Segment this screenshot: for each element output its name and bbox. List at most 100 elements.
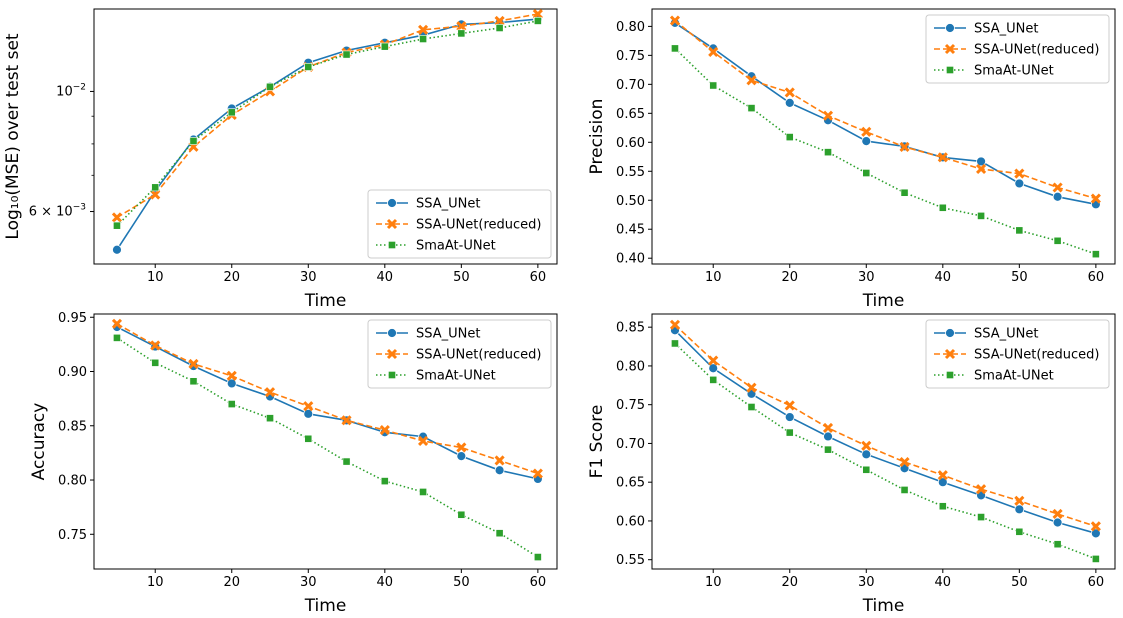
x-axis-label: Time <box>862 596 905 616</box>
y-axis-label: Accuracy <box>29 403 49 481</box>
data-point <box>822 422 834 433</box>
data-point <box>1014 168 1025 179</box>
x-tick-label: 10 <box>705 575 722 590</box>
y-tick-label: 0.80 <box>58 474 87 489</box>
y-tick-label: 0.55 <box>616 553 645 568</box>
data-point <box>1053 236 1062 245</box>
x-tick-label: 20 <box>781 575 798 590</box>
y-tick-label: 0.80 <box>616 20 645 35</box>
data-point <box>151 183 160 192</box>
legend-label: SSA-UNet(reduced) <box>974 348 1099 363</box>
axes-frame <box>93 313 558 570</box>
data-point <box>112 244 122 255</box>
data-point <box>862 169 871 177</box>
data-point <box>708 355 719 366</box>
y-tick-label: 0.45 <box>616 223 645 238</box>
data-point <box>900 188 909 197</box>
series-SSA-UNet(reduced) <box>669 15 1101 204</box>
x-tick-label: 10 <box>147 270 164 285</box>
legend-label: SmaAt-UNet <box>974 369 1054 384</box>
legend-label: SSA_UNet <box>974 22 1038 37</box>
series-line <box>116 323 539 475</box>
data-point <box>151 358 160 367</box>
data-point <box>784 412 795 422</box>
legend-marker <box>946 371 954 379</box>
data-point <box>670 18 680 28</box>
data-point <box>708 363 719 374</box>
x-tick-label: 40 <box>377 270 394 285</box>
axes-frame <box>651 313 1116 570</box>
y-tick-label: 0.40 <box>616 252 645 267</box>
y-tick-label: 6 × 10−3 <box>29 203 86 220</box>
x-tick-label: 50 <box>453 575 470 590</box>
data-point <box>1015 527 1024 536</box>
data-point <box>495 24 504 32</box>
series-line <box>674 47 1097 255</box>
y-axis-label: F1 Score <box>587 405 607 479</box>
data-point <box>976 156 986 167</box>
data-point <box>150 189 161 200</box>
legend-box <box>367 319 552 389</box>
data-point <box>304 434 313 443</box>
legend-label: SSA-UNet(reduced) <box>416 348 541 363</box>
data-point <box>784 97 795 108</box>
legend-label: SmaAt-UNet <box>974 64 1054 79</box>
data-point <box>977 211 985 220</box>
x-tick-label: 10 <box>705 270 722 285</box>
series-SmaAt-UNet <box>113 16 542 230</box>
data-point <box>1014 495 1025 506</box>
data-point <box>380 42 389 51</box>
legend-marker <box>945 23 955 33</box>
legend-label: SmaAt-UNet <box>416 239 496 254</box>
data-point <box>111 212 123 223</box>
series-line <box>116 20 539 227</box>
data-point <box>303 401 314 412</box>
x-tick-label: 40 <box>935 575 952 590</box>
legend-label: SSA_UNet <box>416 327 480 342</box>
chart-f1: 10 20 30 40 50 60 0.55 0.60 0.65 0.70 0.75 0.80 0.85… <box>587 313 1116 616</box>
legend-marker <box>944 348 956 360</box>
data-point <box>532 468 543 479</box>
legend-marker <box>387 328 397 338</box>
series-SmaAt-UNet <box>671 339 1100 563</box>
y-tick-label: 0.90 <box>58 365 87 380</box>
data-point <box>1052 182 1063 193</box>
data-point <box>341 415 352 426</box>
data-point <box>264 387 276 398</box>
y-tick-label-exponent: −3 <box>73 203 86 213</box>
data-point <box>937 470 948 481</box>
data-point <box>342 457 351 466</box>
data-point <box>457 29 466 38</box>
data-point <box>456 442 467 453</box>
data-point <box>1014 504 1025 515</box>
data-point <box>266 82 274 91</box>
legend-label: SSA-UNet(reduced) <box>416 218 541 233</box>
y-tick-label-base: 10 <box>56 84 73 99</box>
data-point <box>671 44 679 53</box>
data-point <box>938 203 947 212</box>
data-point <box>899 141 910 152</box>
legend-marker <box>388 241 396 249</box>
data-point <box>824 148 832 157</box>
legend-box <box>925 14 1110 84</box>
data-point <box>150 340 161 351</box>
y-tick-label: 0.95 <box>58 311 87 326</box>
x-axis-label: Time <box>304 291 347 311</box>
y-tick-label: 0.75 <box>58 528 87 543</box>
y-tick-label: 0.70 <box>616 437 645 452</box>
data-point <box>113 221 121 230</box>
legend-marker <box>946 66 954 74</box>
data-point <box>938 502 947 511</box>
data-point <box>457 510 466 519</box>
data-point <box>1091 555 1100 563</box>
data-point <box>861 440 872 451</box>
data-point <box>746 75 757 86</box>
data-point <box>1052 508 1063 520</box>
legend-box <box>367 189 552 259</box>
series-line <box>674 324 1097 528</box>
data-point <box>976 484 987 495</box>
data-point <box>747 104 756 113</box>
data-point <box>1052 191 1063 202</box>
data-point <box>784 87 795 98</box>
